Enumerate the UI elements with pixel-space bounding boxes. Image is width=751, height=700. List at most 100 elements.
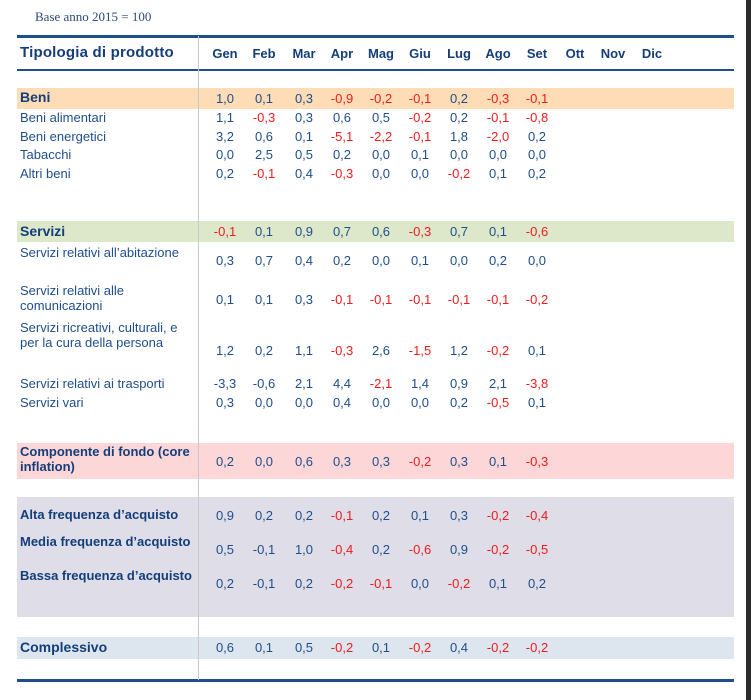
value-cell-lug: 0,9 xyxy=(449,542,469,557)
value-cell-gen: 3,2 xyxy=(215,129,235,144)
value-cell-mar: 1,0 xyxy=(294,542,314,557)
value-cell-giu: -1,5 xyxy=(408,343,432,358)
value-cell-apr: 0,4 xyxy=(332,395,352,410)
value-cell-set: -3,8 xyxy=(525,376,549,391)
row-label: Media frequenza d’acquisto xyxy=(20,534,191,549)
value-cell-lug: 0,7 xyxy=(449,224,469,239)
value-cell-ago: 0,0 xyxy=(488,147,508,162)
value-cell-mar: 0,3 xyxy=(294,292,314,307)
value-cell-gen: 0,3 xyxy=(215,395,235,410)
value-cell-gen: 1,1 xyxy=(215,110,235,125)
value-cell-set: 0,2 xyxy=(527,129,547,144)
value-cell-apr: -0,4 xyxy=(330,542,354,557)
value-cell-giu: -0,1 xyxy=(408,91,432,106)
column-header-giu: Giu xyxy=(409,46,431,61)
row-label: Tabacchi xyxy=(20,147,72,162)
value-cell-mag: 0,0 xyxy=(371,147,391,162)
value-cell-feb: 0,6 xyxy=(254,129,274,144)
value-cell-mag: 0,5 xyxy=(371,110,391,125)
column-header-tipologia: Tipologia di prodotto xyxy=(20,44,174,61)
value-cell-ago: -0,1 xyxy=(486,292,510,307)
row-label: Componente di fondo (core inflation) xyxy=(20,444,190,474)
value-cell-lug: 0,0 xyxy=(449,147,469,162)
value-cell-mag: 0,0 xyxy=(371,253,391,268)
value-cell-mag: 0,6 xyxy=(371,224,391,239)
value-cell-feb: -0,3 xyxy=(252,110,276,125)
value-cell-ago: -0,3 xyxy=(486,91,510,106)
value-cell-giu: 0,1 xyxy=(410,147,430,162)
value-cell-apr: -5,1 xyxy=(330,129,354,144)
value-cell-feb: -0,6 xyxy=(252,376,276,391)
value-cell-lug: 0,3 xyxy=(449,508,469,523)
value-cell-ago: -0,2 xyxy=(486,343,510,358)
value-cell-set: -0,2 xyxy=(525,292,549,307)
column-header-mar: Mar xyxy=(292,46,316,61)
value-cell-mar: 0,6 xyxy=(294,454,314,469)
value-cell-mag: 2,6 xyxy=(371,343,391,358)
value-cell-gen: -3,3 xyxy=(213,376,237,391)
value-cell-feb: 2,5 xyxy=(254,147,274,162)
value-cell-mar: 0,3 xyxy=(294,91,314,106)
row-label: Bassa frequenza d’acquisto xyxy=(20,568,192,583)
value-cell-set: 0,2 xyxy=(527,166,547,181)
value-cell-ago: 0,1 xyxy=(488,576,508,591)
row-label: Servizi xyxy=(20,223,66,239)
header-bottom-rule xyxy=(17,69,734,71)
value-cell-lug: -0,2 xyxy=(447,576,471,591)
value-cell-giu: -0,2 xyxy=(408,454,432,469)
value-cell-giu: 0,0 xyxy=(410,395,430,410)
row-label: Servizi relativi all’abitazione xyxy=(20,245,179,260)
value-cell-apr: -0,1 xyxy=(330,508,354,523)
value-cell-apr: 0,7 xyxy=(332,224,352,239)
top-rule xyxy=(17,35,734,38)
window-edge xyxy=(746,0,751,700)
value-cell-lug: 0,4 xyxy=(449,640,469,655)
value-cell-mag: 0,2 xyxy=(371,542,391,557)
base-year-note: Base anno 2015 = 100 xyxy=(35,9,152,24)
value-cell-mar: 0,4 xyxy=(294,166,314,181)
value-cell-gen: 1,2 xyxy=(215,343,235,358)
value-cell-gen: 0,9 xyxy=(215,508,235,523)
value-cell-mar: 2,1 xyxy=(294,376,314,391)
value-cell-feb: 0,2 xyxy=(254,508,274,523)
value-cell-apr: -0,2 xyxy=(330,576,354,591)
value-cell-gen: 0,5 xyxy=(215,542,235,557)
value-cell-mag: -0,1 xyxy=(369,576,393,591)
value-cell-set: -0,8 xyxy=(525,110,549,125)
column-header-lug: Lug xyxy=(447,46,471,61)
value-cell-gen: 0,2 xyxy=(215,454,235,469)
value-cell-gen: 0,6 xyxy=(215,640,235,655)
row-label: Servizi relativi ai trasporti xyxy=(20,376,165,391)
value-cell-feb: 0,2 xyxy=(254,343,274,358)
value-cell-set: 0,0 xyxy=(527,147,547,162)
value-cell-gen: 0,1 xyxy=(215,292,235,307)
value-cell-apr: 0,6 xyxy=(332,110,352,125)
value-cell-feb: 0,1 xyxy=(254,640,274,655)
value-cell-lug: 0,2 xyxy=(449,395,469,410)
value-cell-mag: -2,2 xyxy=(369,129,393,144)
column-header-apr: Apr xyxy=(330,46,354,61)
value-cell-feb: 0,1 xyxy=(254,224,274,239)
core-inflation-band xyxy=(17,443,734,479)
value-cell-mag: 0,2 xyxy=(371,508,391,523)
value-cell-mar: 0,3 xyxy=(294,110,314,125)
value-cell-gen: 0,3 xyxy=(215,253,235,268)
value-cell-feb: 0,7 xyxy=(254,253,274,268)
value-cell-ago: 2,1 xyxy=(488,376,508,391)
value-cell-set: -0,2 xyxy=(525,640,549,655)
value-cell-apr: -0,9 xyxy=(330,91,354,106)
value-cell-ago: 0,2 xyxy=(488,253,508,268)
beni-band xyxy=(17,88,734,109)
value-cell-mag: -0,2 xyxy=(369,91,393,106)
value-cell-set: -0,3 xyxy=(525,454,549,469)
row-label: Alta frequenza d’acquisto xyxy=(20,507,179,522)
value-cell-gen: 1,0 xyxy=(215,91,235,106)
value-cell-apr: 4,4 xyxy=(332,376,352,391)
column-divider xyxy=(198,36,199,680)
value-cell-feb: -0,1 xyxy=(252,576,276,591)
value-cell-apr: 0,2 xyxy=(332,253,352,268)
value-cell-apr: -0,3 xyxy=(330,166,354,181)
value-cell-giu: -0,6 xyxy=(408,542,432,557)
frequenza-band xyxy=(17,497,734,617)
value-cell-lug: 0,9 xyxy=(449,376,469,391)
